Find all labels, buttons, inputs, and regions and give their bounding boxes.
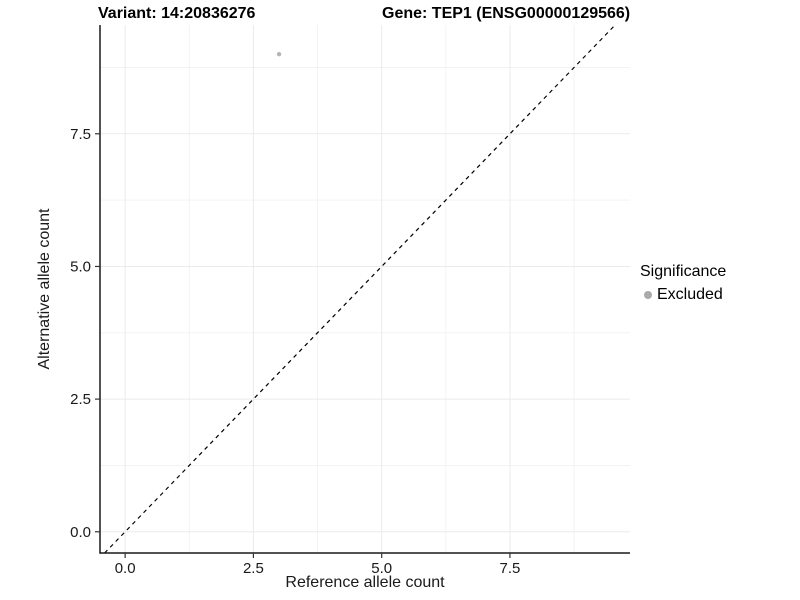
y-axis-title: Alternative allele count bbox=[36, 208, 53, 370]
plot-title-gene: Gene: TEP1 (ENSG00000129566) bbox=[382, 5, 631, 22]
legend-item-excluded: Excluded bbox=[640, 285, 726, 304]
y-tick-label: 0.0 bbox=[70, 524, 91, 541]
y-tick-label: 7.5 bbox=[70, 126, 91, 143]
x-axis-title: Reference allele count bbox=[285, 574, 445, 591]
plot-title-variant: Variant: 14:20836276 bbox=[98, 5, 256, 22]
x-tick-label: 2.5 bbox=[243, 560, 264, 577]
x-tick-label: 7.5 bbox=[500, 560, 521, 577]
legend-key-dot bbox=[644, 290, 652, 299]
x-tick-label: 5.0 bbox=[371, 560, 392, 577]
identity-line bbox=[104, 24, 616, 554]
y-tick-label: 5.0 bbox=[70, 258, 91, 275]
legend: Significance Excluded bbox=[640, 262, 726, 304]
legend-item-label: Excluded bbox=[657, 286, 723, 303]
y-tick-label: 2.5 bbox=[70, 391, 91, 408]
data-point bbox=[276, 51, 282, 57]
legend-title: Significance bbox=[640, 263, 727, 280]
x-tick-label: 0.0 bbox=[115, 560, 136, 577]
